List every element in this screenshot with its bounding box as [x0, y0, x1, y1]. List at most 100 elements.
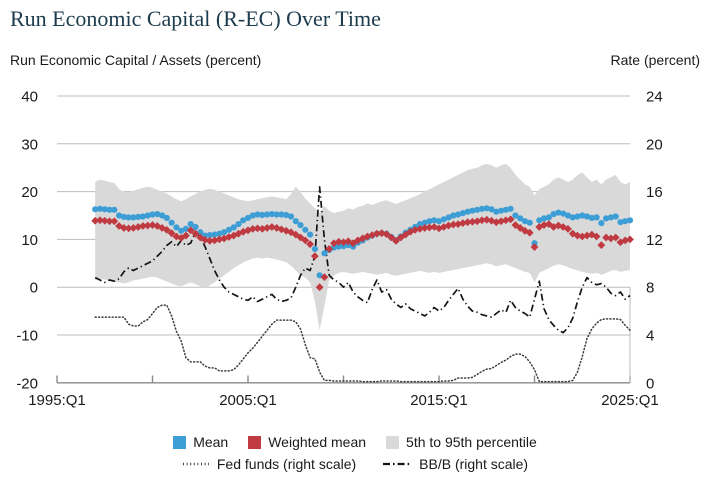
mean-point — [192, 223, 199, 231]
weighted-mean-point — [115, 222, 123, 230]
mean-point — [311, 245, 318, 253]
left-axis-tick-label: 40 — [21, 89, 38, 106]
weighted-mean-point — [143, 221, 152, 230]
right-axis-tick-label: 24 — [646, 89, 663, 106]
mean-point — [273, 211, 280, 218]
weighted-mean-point — [267, 223, 276, 231]
mean-point — [335, 243, 342, 250]
mean-point — [555, 209, 562, 216]
legend-label-weighted-mean: Weighted mean — [268, 434, 367, 450]
mean-point — [249, 212, 256, 219]
mean-point — [297, 222, 304, 229]
legend-item-weighted-mean: Weighted mean — [248, 434, 366, 450]
mean-point — [259, 211, 266, 219]
mean-point — [603, 215, 610, 222]
weighted-mean-point — [320, 273, 329, 282]
legend-label-percentile: 5th to 95th percentile — [406, 434, 537, 450]
mean-point — [617, 219, 624, 226]
mean-point — [163, 214, 170, 221]
weighted-mean-point — [387, 233, 396, 242]
weighted-mean-point — [564, 224, 572, 233]
left-axis-tick-label: -10 — [16, 328, 38, 345]
mean-point — [569, 214, 576, 221]
weighted-mean-point — [225, 233, 233, 241]
mean-point — [139, 213, 146, 220]
mean-point — [244, 214, 252, 221]
weighted-mean-point — [234, 229, 243, 238]
weighted-mean-point — [420, 224, 429, 232]
weighted-mean-point — [382, 230, 391, 239]
right-axis-tick-label: 4 — [646, 328, 654, 345]
weighted-mean-point — [626, 235, 634, 244]
right-axis-tick-label: 12 — [646, 232, 663, 249]
weighted-mean-point — [463, 218, 472, 227]
right-axis-tick-label: 16 — [646, 184, 663, 201]
mean-point — [159, 212, 166, 219]
weighted-mean-point — [516, 224, 525, 232]
weighted-mean-point — [129, 224, 138, 232]
mean-point — [517, 215, 524, 222]
mean-point — [431, 217, 438, 224]
weighted-mean-point — [110, 217, 119, 226]
mean-point — [464, 208, 471, 215]
left-axis-tick-label: 0 — [30, 280, 38, 297]
weighted-mean-point — [611, 233, 620, 242]
legend-row-2: Fed funds (right scale) BB/B (right scal… — [0, 453, 710, 475]
weighted-mean-point — [392, 236, 400, 245]
weighted-mean-point — [373, 229, 381, 238]
mean-point — [221, 229, 228, 236]
mean-point — [426, 218, 433, 225]
mean-point — [536, 217, 543, 224]
x-axis-tick-label: 2005:Q1 — [219, 392, 277, 409]
weighted-mean-point — [468, 217, 477, 226]
mean-point — [550, 211, 557, 218]
weighted-mean-point — [310, 252, 319, 261]
left-axis-tick-label: 10 — [21, 232, 38, 249]
weighted-mean-point — [301, 236, 310, 245]
mean-point — [292, 218, 299, 225]
weighted-mean-point — [306, 240, 314, 249]
mean-point — [268, 211, 275, 218]
weighted-mean-point — [167, 229, 176, 238]
legend-item-fed-funds: Fed funds (right scale) — [182, 456, 356, 472]
left-axis-title: Run Economic Capital / Assets (percent) — [10, 52, 262, 68]
weighted-mean-point — [91, 216, 100, 225]
mean-point — [435, 218, 443, 225]
bbb-line — [94, 185, 631, 334]
weighted-mean-point — [172, 232, 181, 241]
mean-swatch-icon — [173, 435, 187, 449]
mean-point — [579, 212, 586, 219]
weighted-mean-point — [425, 223, 434, 232]
weighted-mean-point — [105, 217, 114, 226]
mean-point — [92, 206, 99, 213]
weighted-mean-point — [153, 222, 162, 230]
mean-point — [211, 231, 218, 238]
mean-point — [502, 206, 509, 213]
legend-item-percentile: 5th to 95th percentile — [386, 434, 537, 450]
mean-point — [416, 221, 423, 228]
weighted-mean-point — [592, 232, 601, 241]
legend: Mean Weighted mean 5th to 95th percentil… — [0, 431, 710, 475]
weighted-mean-point — [458, 219, 467, 228]
left-axis-tick-label: 30 — [21, 136, 38, 153]
mean-point — [130, 214, 137, 221]
mean-point — [493, 208, 500, 215]
mean-point — [125, 214, 132, 221]
weighted-mean-point — [334, 237, 343, 246]
x-axis-tick-label: 1995:Q1 — [28, 392, 86, 409]
mean-point — [307, 231, 314, 238]
weighted-mean-point — [124, 224, 133, 233]
legend-label-mean: Mean — [193, 434, 229, 450]
mean-point — [593, 214, 600, 221]
mean-point — [216, 230, 223, 237]
weighted-mean-point — [139, 222, 147, 230]
mean-point — [540, 215, 548, 222]
mean-point — [225, 226, 232, 233]
mean-point — [240, 217, 247, 224]
weighted-mean-point — [291, 230, 300, 239]
weighted-mean-point — [119, 224, 128, 232]
mean-point — [111, 206, 118, 213]
weighted-mean-point — [148, 221, 157, 229]
mean-point — [478, 205, 486, 212]
mean-point — [178, 227, 185, 234]
